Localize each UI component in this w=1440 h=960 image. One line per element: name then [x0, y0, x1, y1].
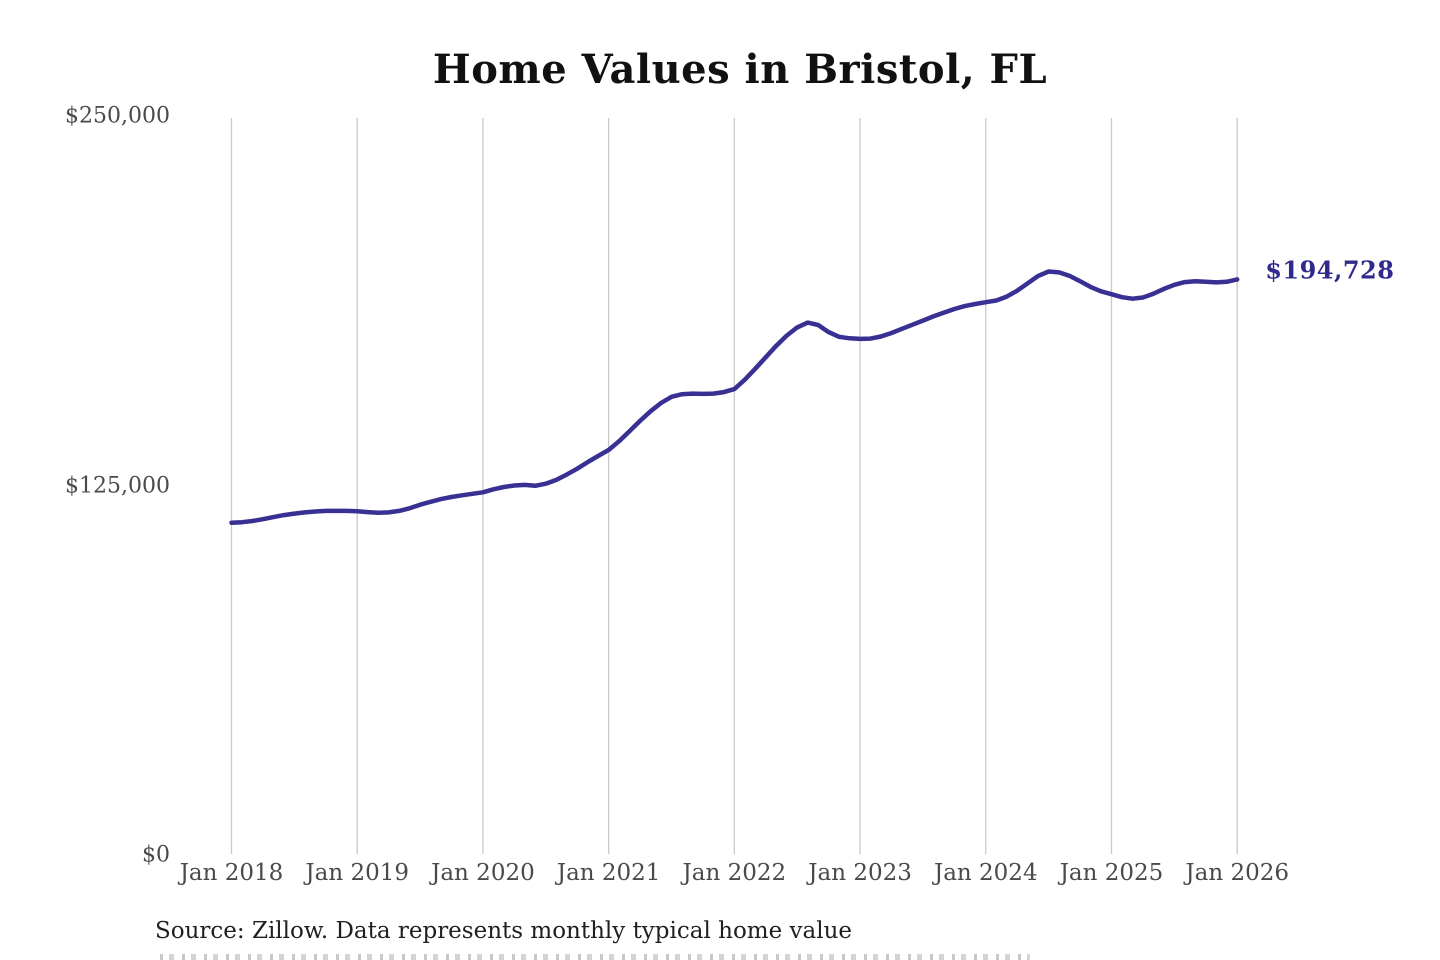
- vertical-gridlines: [230, 118, 1238, 854]
- x-tick-label: Jan 2020: [431, 860, 535, 886]
- y-tick-label: $125,000: [65, 473, 170, 498]
- y-tick-label: $250,000: [65, 103, 170, 129]
- x-tick-label: Jan 2018: [179, 860, 284, 886]
- x-tick-label: Jan 2024: [933, 860, 1038, 886]
- x-tick-label: Jan 2026: [1185, 860, 1289, 886]
- y-tick-label: $0: [142, 842, 170, 868]
- x-tick-label: Jan 2022: [682, 860, 787, 886]
- latest-value-label: $194,728: [1265, 255, 1395, 285]
- home-value-line: [229, 269, 1240, 525]
- source-note: Source: Zillow. Data represents monthly …: [155, 918, 853, 944]
- chart-title: Home Values in Bristol, FL: [432, 46, 1048, 93]
- x-tick-label: Jan 2021: [556, 860, 661, 886]
- clipped-text-remnant: [160, 954, 1030, 960]
- x-tick-label: Jan 2025: [1059, 860, 1164, 886]
- x-tick-label: Jan 2019: [305, 860, 409, 886]
- x-tick-label: Jan 2023: [808, 860, 912, 886]
